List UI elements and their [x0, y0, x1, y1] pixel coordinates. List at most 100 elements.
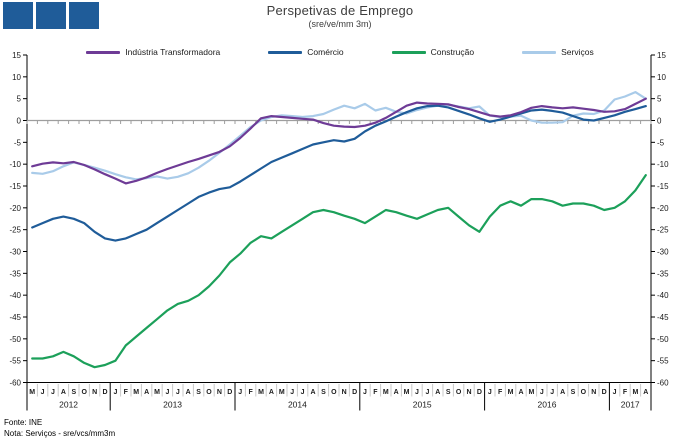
chart-title: Perspetivas de Emprego	[266, 3, 414, 18]
month-label: M	[29, 389, 35, 396]
year-label: 2012	[59, 400, 78, 410]
chart-subtitle: (sre/ve/mm 3m)	[308, 19, 372, 29]
month-label: M	[154, 389, 160, 396]
month-label: D	[352, 389, 357, 396]
y-tick-label-left: -35	[9, 269, 21, 278]
month-label: J	[540, 389, 544, 396]
legend-swatch	[86, 50, 121, 54]
y-tick-label-right: -35	[657, 269, 669, 278]
month-label: J	[51, 389, 55, 396]
month-label: N	[92, 389, 97, 396]
month-label: J	[238, 389, 242, 396]
month-label: D	[102, 389, 107, 396]
month-label: J	[301, 389, 305, 396]
logo-square	[3, 2, 33, 29]
month-label: J	[613, 389, 617, 396]
legend-swatch	[268, 50, 303, 54]
month-label: O	[581, 389, 587, 396]
y-tick-label-right: -5	[657, 138, 665, 147]
series-lines	[31, 90, 647, 369]
chart-legend: Indústria Transformadora Comércio Construç…	[0, 47, 680, 57]
month-label: J	[290, 389, 294, 396]
month-label: N	[466, 389, 471, 396]
month-label: A	[61, 389, 66, 396]
month-label: A	[269, 389, 274, 396]
legend-label: Comércio	[307, 47, 344, 57]
y-tick-label-right: -55	[657, 357, 669, 366]
month-label: J	[415, 389, 419, 396]
y-tick-label-left: -55	[9, 357, 21, 366]
year-label: 2016	[538, 400, 557, 410]
y-tick-label-left: -60	[9, 379, 21, 388]
y-tick-label-right: -40	[657, 291, 669, 300]
month-label: M	[133, 389, 139, 396]
y-tick-label-right: -20	[657, 204, 669, 213]
month-label: S	[196, 389, 201, 396]
series-line-servicos	[31, 90, 647, 181]
month-label: D	[602, 389, 607, 396]
y-tick-label-left: -20	[9, 204, 21, 213]
month-label: A	[144, 389, 149, 396]
y-tick-label-right: 15	[657, 51, 666, 60]
month-label: M	[404, 389, 410, 396]
month-label: A	[435, 389, 440, 396]
month-label: F	[124, 389, 129, 396]
y-tick-label-left: 5	[17, 95, 22, 104]
logo-square	[69, 2, 99, 29]
month-label: A	[643, 389, 648, 396]
three-blue-squares-logo	[3, 2, 99, 29]
month-label: F	[623, 389, 628, 396]
y-tick-label-right: -30	[657, 248, 669, 257]
legend-swatch	[522, 50, 557, 54]
month-label: N	[591, 389, 596, 396]
month-label: A	[518, 389, 523, 396]
y-tick-label-left: 0	[17, 117, 22, 126]
year-label: 2015	[413, 400, 432, 410]
month-label: J	[363, 389, 367, 396]
month-label: M	[383, 389, 389, 396]
y-tick-label-left: -45	[9, 313, 21, 322]
month-label: A	[186, 389, 191, 396]
legend-item-servicos: Serviços	[522, 47, 594, 57]
month-label: F	[373, 389, 378, 396]
month-label: S	[446, 389, 451, 396]
legend-label: Serviços	[561, 47, 594, 57]
month-label: O	[331, 389, 337, 396]
y-tick-label-right: 0	[657, 117, 662, 126]
month-label: N	[342, 389, 347, 396]
month-label: S	[321, 389, 326, 396]
month-label: A	[394, 389, 399, 396]
year-label: 2013	[163, 400, 182, 410]
legend-label: Construção	[430, 47, 475, 57]
y-tick-label-left: 10	[12, 73, 21, 82]
y-tick-label-left: -30	[9, 248, 21, 257]
month-label: J	[550, 389, 554, 396]
month-label: M	[632, 389, 638, 396]
month-label: S	[71, 389, 76, 396]
year-label: 2014	[288, 400, 307, 410]
month-label: M	[258, 389, 264, 396]
series-line-construcao	[31, 174, 647, 369]
y-tick-label-right: -45	[657, 313, 669, 322]
legend-label: Indústria Transformadora	[125, 47, 221, 57]
y-tick-label-left: -15	[9, 182, 21, 191]
month-label: O	[81, 389, 87, 396]
y-tick-label-right: 10	[657, 73, 666, 82]
month-label: O	[206, 389, 212, 396]
month-label: J	[488, 389, 492, 396]
month-label: N	[217, 389, 222, 396]
month-label: S	[571, 389, 576, 396]
legend-item-comercio: Comércio	[268, 47, 344, 57]
y-tick-label-left: -40	[9, 291, 21, 300]
month-label: F	[498, 389, 503, 396]
month-label: J	[176, 389, 180, 396]
y-axes: 15 15 10 10 5 5 0 0 -5 -5 -10 -10 -15 -15 -20 -20 -25 -25…	[9, 51, 669, 388]
source-note: Fonte: INE	[4, 418, 43, 427]
month-label: O	[456, 389, 462, 396]
y-tick-label-right: -50	[657, 335, 669, 344]
y-tick-label-left: -5	[14, 138, 22, 147]
month-label: A	[560, 389, 565, 396]
y-tick-label-right: 5	[657, 95, 662, 104]
month-label: J	[425, 389, 429, 396]
